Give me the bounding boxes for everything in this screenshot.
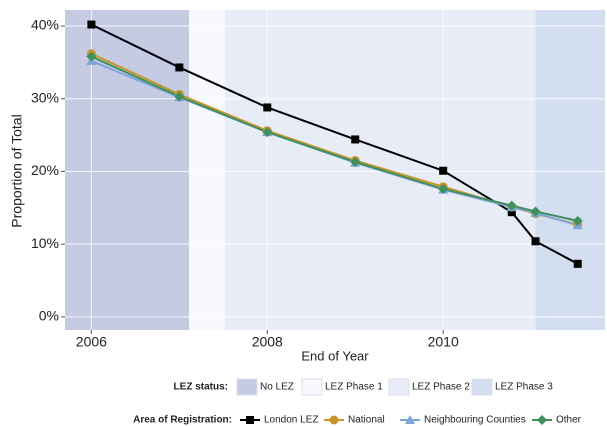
band	[65, 10, 190, 330]
y-tick-label: 10%	[31, 235, 59, 251]
x-axis-label: End of Year	[301, 348, 369, 363]
legend-label: Other	[556, 415, 582, 426]
y-axis-label: Proportion of Total	[9, 114, 25, 227]
x-tick-label: 2010	[428, 334, 459, 350]
legend-label: Neighbouring Counties	[424, 415, 526, 426]
band	[535, 10, 605, 330]
marker	[506, 200, 517, 211]
marker	[246, 416, 254, 424]
marker	[86, 51, 97, 62]
marker	[262, 127, 273, 138]
marker	[174, 91, 185, 102]
series-line	[90, 23, 579, 265]
legend-label: LEZ Phase 3	[495, 382, 553, 393]
marker	[350, 157, 361, 167]
marker	[405, 415, 415, 424]
legend-title: Area of Registration:	[133, 415, 232, 426]
legend-swatch	[301, 378, 323, 396]
marker	[175, 63, 184, 72]
y-tick-label: 0%	[39, 308, 59, 324]
legend-swatch	[388, 378, 410, 396]
legend-swatch	[471, 378, 493, 396]
marker	[507, 208, 516, 217]
marker	[87, 20, 96, 29]
marker	[351, 135, 360, 144]
marker	[438, 183, 449, 194]
marker	[531, 237, 540, 246]
legend-label: LEZ Phase 1	[325, 382, 383, 393]
marker	[329, 415, 339, 425]
legend-label: No LEZ	[260, 382, 294, 393]
y-tick-label: 40%	[31, 17, 59, 33]
legend-label: London LEZ	[264, 415, 319, 426]
y-tick-label: 20%	[31, 162, 59, 178]
legend-label: National	[348, 415, 385, 426]
legend-title: LEZ status:	[174, 382, 228, 393]
marker	[263, 103, 272, 112]
marker	[439, 166, 448, 175]
legend-swatch	[236, 378, 258, 396]
y-tick-label: 30%	[31, 89, 59, 105]
band	[189, 10, 226, 330]
marker	[537, 415, 547, 425]
marker	[572, 215, 583, 226]
x-tick-label: 2006	[76, 334, 107, 350]
legend-label: LEZ Phase 2	[412, 382, 470, 393]
x-tick-label: 2008	[252, 334, 283, 350]
marker	[530, 206, 541, 217]
marker	[573, 259, 582, 268]
